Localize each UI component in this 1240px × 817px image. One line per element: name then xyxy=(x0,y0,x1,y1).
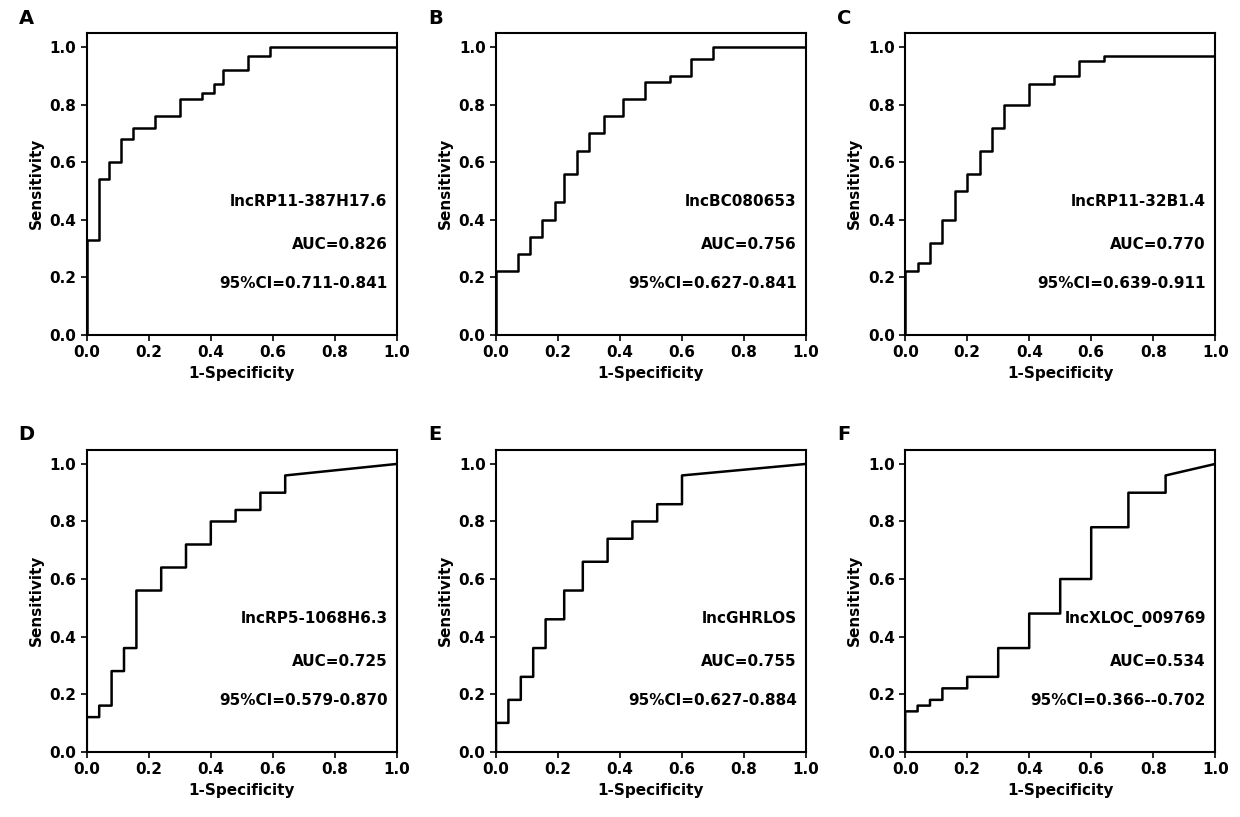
Text: E: E xyxy=(428,426,441,444)
X-axis label: 1-Specificity: 1-Specificity xyxy=(188,366,295,381)
Text: 95%CI=0.711-0.841: 95%CI=0.711-0.841 xyxy=(219,276,387,291)
Y-axis label: Sensitivity: Sensitivity xyxy=(847,138,862,230)
X-axis label: 1-Specificity: 1-Specificity xyxy=(598,366,704,381)
X-axis label: 1-Specificity: 1-Specificity xyxy=(188,783,295,797)
Text: lncGHRLOS: lncGHRLOS xyxy=(702,611,796,626)
Text: AUC=0.755: AUC=0.755 xyxy=(701,654,796,668)
X-axis label: 1-Specificity: 1-Specificity xyxy=(1007,366,1114,381)
Y-axis label: Sensitivity: Sensitivity xyxy=(29,138,43,230)
Text: D: D xyxy=(19,426,35,444)
Y-axis label: Sensitivity: Sensitivity xyxy=(29,555,43,646)
Text: 95%CI=0.639-0.911: 95%CI=0.639-0.911 xyxy=(1038,276,1205,291)
Text: 95%CI=0.579-0.870: 95%CI=0.579-0.870 xyxy=(219,693,387,708)
Text: lncBC080653: lncBC080653 xyxy=(684,194,796,209)
Text: C: C xyxy=(837,8,852,28)
Text: AUC=0.756: AUC=0.756 xyxy=(701,237,796,252)
Text: 95%CI=0.627-0.884: 95%CI=0.627-0.884 xyxy=(627,693,796,708)
Y-axis label: Sensitivity: Sensitivity xyxy=(438,555,453,646)
Text: AUC=0.770: AUC=0.770 xyxy=(1110,237,1205,252)
Text: lncXLOC_009769: lncXLOC_009769 xyxy=(1064,611,1205,627)
Text: lncRP5-1068H6.3: lncRP5-1068H6.3 xyxy=(241,611,387,626)
Text: lncRP11-387H17.6: lncRP11-387H17.6 xyxy=(231,194,387,209)
Text: AUC=0.826: AUC=0.826 xyxy=(291,237,387,252)
Text: B: B xyxy=(428,8,443,28)
Text: AUC=0.534: AUC=0.534 xyxy=(1110,654,1205,668)
Y-axis label: Sensitivity: Sensitivity xyxy=(847,555,862,646)
X-axis label: 1-Specificity: 1-Specificity xyxy=(598,783,704,797)
Text: AUC=0.725: AUC=0.725 xyxy=(291,654,387,668)
X-axis label: 1-Specificity: 1-Specificity xyxy=(1007,783,1114,797)
Text: F: F xyxy=(837,426,851,444)
Text: 95%CI=0.627-0.841: 95%CI=0.627-0.841 xyxy=(627,276,796,291)
Text: A: A xyxy=(19,8,33,28)
Y-axis label: Sensitivity: Sensitivity xyxy=(438,138,453,230)
Text: lncRP11-32B1.4: lncRP11-32B1.4 xyxy=(1071,194,1205,209)
Text: 95%CI=0.366--0.702: 95%CI=0.366--0.702 xyxy=(1030,693,1205,708)
